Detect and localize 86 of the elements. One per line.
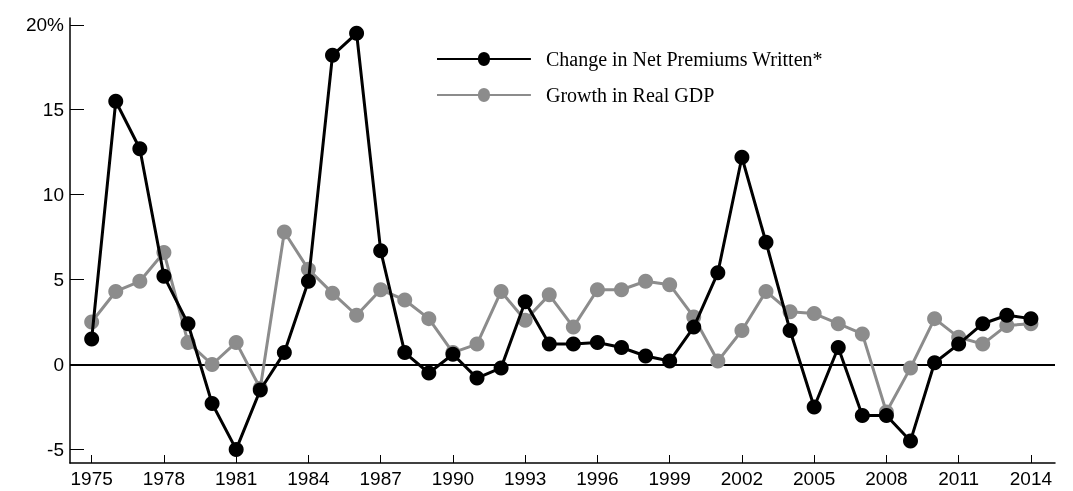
point: [517, 294, 533, 310]
point: [854, 326, 870, 342]
point: [734, 323, 750, 339]
x-tick-label: 1975: [70, 468, 113, 489]
y-tick-label: 0: [53, 353, 64, 375]
x-tick-label: 1984: [287, 468, 330, 489]
y-tick-label: 15: [42, 99, 64, 121]
point: [397, 292, 413, 308]
point: [638, 273, 654, 289]
x-tick-label: 1981: [215, 468, 258, 489]
point: [300, 273, 316, 289]
point: [204, 356, 220, 372]
point: [951, 336, 967, 352]
point: [349, 307, 365, 323]
point: [710, 265, 726, 281]
point: [927, 355, 943, 371]
point: [469, 336, 485, 352]
x-tick-label: 2008: [865, 468, 908, 489]
point: [541, 336, 557, 352]
point: [84, 331, 100, 347]
point: [421, 311, 437, 327]
x-tick-label: 2014: [1009, 468, 1053, 489]
point: [589, 334, 605, 350]
legend-label: Change in Net Premiums Written*: [545, 48, 823, 71]
point: [180, 316, 196, 332]
x-tick-label: 1978: [142, 468, 186, 489]
point: [686, 319, 702, 335]
y-tick-label: 10: [42, 184, 64, 206]
point: [806, 399, 822, 415]
point: [927, 311, 943, 327]
point: [758, 283, 774, 299]
point: [854, 407, 870, 423]
point: [541, 287, 557, 303]
point: [349, 25, 365, 41]
point: [903, 433, 918, 449]
x-tick-label: 1996: [576, 468, 619, 489]
y-tick-label: 20%: [25, 14, 65, 36]
point: [638, 348, 654, 364]
point: [565, 336, 581, 352]
point: [614, 282, 629, 298]
point: [325, 47, 341, 63]
point: [565, 319, 581, 335]
point: [830, 316, 846, 332]
point: [1023, 311, 1039, 327]
point: [373, 282, 389, 298]
point: [132, 141, 148, 157]
point: [132, 273, 148, 289]
point: [662, 277, 678, 293]
point: [228, 441, 244, 457]
point: [108, 93, 124, 109]
point: [276, 224, 292, 240]
y-tick-label: 5: [53, 269, 64, 291]
y-tick-label: -5: [47, 438, 64, 460]
point: [156, 268, 172, 284]
point: [830, 340, 846, 355]
point: [662, 353, 678, 369]
point: [589, 282, 605, 298]
x-tick-label: 1999: [648, 468, 691, 489]
x-tick-label: 1987: [359, 468, 402, 489]
point: [975, 316, 991, 332]
point: [734, 149, 750, 165]
x-tick-label: 1993: [504, 468, 547, 489]
point: [710, 353, 726, 369]
x-tick-label: 2011: [938, 468, 980, 489]
point: [276, 345, 292, 361]
point: [782, 323, 798, 339]
point: [999, 307, 1015, 323]
point: [228, 334, 244, 350]
point: [614, 340, 629, 355]
point: [397, 345, 413, 361]
x-tick-label: 2005: [793, 468, 836, 489]
point: [204, 396, 220, 412]
point: [373, 243, 389, 259]
x-tick-label: 1990: [431, 468, 475, 489]
point: [903, 360, 918, 376]
point: [421, 365, 437, 381]
point: [469, 370, 485, 386]
point: [806, 306, 822, 322]
x-tick-label: 2002: [720, 468, 764, 489]
point: [493, 283, 509, 299]
point: [108, 283, 124, 299]
legend-label: Growth in Real GDP: [545, 84, 715, 106]
point: [325, 285, 341, 301]
point: [758, 234, 774, 250]
point: [493, 360, 509, 376]
point: [975, 336, 991, 352]
